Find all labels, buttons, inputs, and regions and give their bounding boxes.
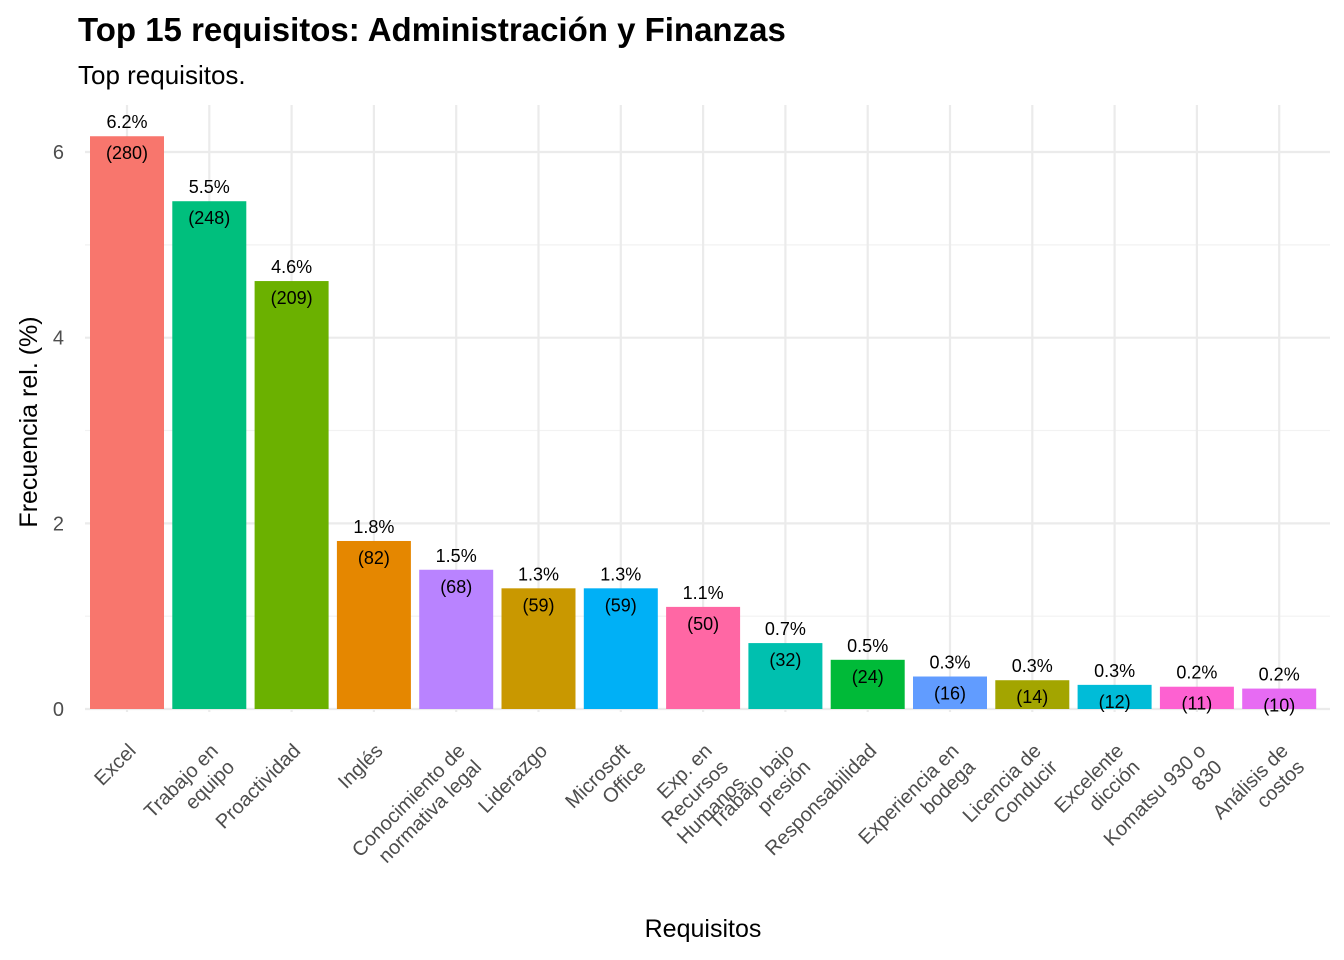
chart-title: Top 15 requisitos: Administración y Fina… bbox=[78, 11, 786, 48]
x-tick-text: Análisis decostos bbox=[1209, 740, 1309, 840]
bar-percent-label: 0.3% bbox=[1012, 656, 1053, 676]
bar-percent-label: 0.2% bbox=[1176, 663, 1217, 683]
x-tick-text: Licencia deConducir bbox=[959, 740, 1063, 844]
x-tick-text: Proactividad bbox=[212, 740, 305, 833]
bar-count-label: (209) bbox=[271, 288, 313, 308]
bar bbox=[1159, 686, 1234, 709]
x-tick-label: MicrosoftOffice bbox=[561, 740, 650, 829]
bar-percent-label: 5.5% bbox=[189, 177, 230, 197]
bar-count-label: (10) bbox=[1263, 696, 1295, 716]
x-axis-title: Requisitos bbox=[645, 915, 762, 943]
x-tick-text: Liderazgo bbox=[474, 740, 552, 818]
bar-count-label: (82) bbox=[358, 548, 390, 568]
x-tick-line: Proactividad bbox=[212, 740, 305, 833]
bar-percent-label: 1.3% bbox=[600, 564, 641, 584]
x-tick-label: Licencia deConducir bbox=[959, 740, 1063, 844]
bar-count-label: (12) bbox=[1099, 692, 1131, 712]
y-tick-label: 0 bbox=[53, 699, 64, 721]
y-tick-label: 6 bbox=[53, 142, 64, 164]
x-tick-label: Análisis decostos bbox=[1209, 740, 1309, 840]
bar bbox=[666, 606, 741, 709]
y-axis-ticks: 0 2 4 6 bbox=[53, 142, 64, 721]
bar bbox=[583, 588, 658, 709]
bar-percent-label: 0.3% bbox=[1094, 661, 1135, 681]
bar bbox=[501, 588, 576, 709]
bar bbox=[995, 680, 1070, 709]
x-tick-label: Proactividad bbox=[212, 740, 305, 833]
bar-count-label: (280) bbox=[106, 143, 148, 163]
bar-percent-label: 0.7% bbox=[765, 619, 806, 639]
bar-percent-label: 0.5% bbox=[847, 636, 888, 656]
x-tick-text: Inglés bbox=[334, 740, 387, 793]
bar bbox=[172, 201, 247, 709]
bar bbox=[90, 136, 164, 710]
bar-count-label: (50) bbox=[687, 614, 719, 634]
bar-count-label: (16) bbox=[934, 684, 966, 704]
chart-subtitle: Top requisitos. bbox=[78, 60, 246, 90]
x-tick-label: Liderazgo bbox=[474, 740, 552, 818]
x-tick-line: Excel bbox=[90, 740, 140, 790]
y-axis-title: Frecuencia rel. (%) bbox=[15, 316, 43, 527]
bar bbox=[830, 659, 905, 709]
bars bbox=[90, 136, 1317, 710]
bar-count-label: (68) bbox=[440, 577, 472, 597]
bar-count-label: (248) bbox=[188, 208, 230, 228]
x-tick-text: MicrosoftOffice bbox=[561, 740, 650, 829]
bar-percent-label: 0.2% bbox=[1259, 665, 1300, 685]
bar bbox=[254, 281, 329, 709]
x-tick-line: Liderazgo bbox=[474, 740, 552, 818]
bar-count-label: (59) bbox=[522, 595, 554, 615]
x-tick-line: Inglés bbox=[334, 740, 387, 793]
y-tick-label: 4 bbox=[53, 328, 64, 350]
bar-percent-label: 1.3% bbox=[518, 564, 559, 584]
bar-percent-label: 1.8% bbox=[353, 517, 394, 537]
bar bbox=[748, 643, 823, 709]
bar-percent-label: 0.3% bbox=[929, 653, 970, 673]
bar-labels: 6.2% (280) 5.5% (248) 4.6% (209) 1.8% (82) 1.5% (… bbox=[106, 112, 1300, 715]
bar-count-label: (14) bbox=[1016, 687, 1048, 707]
bar bbox=[419, 569, 494, 709]
x-tick-label: Inglés bbox=[334, 740, 387, 793]
bar-count-label: (11) bbox=[1182, 694, 1213, 714]
bar-percent-label: 4.6% bbox=[271, 257, 312, 277]
bar-percent-label: 1.5% bbox=[436, 546, 477, 566]
bar-count-label: (59) bbox=[605, 595, 637, 615]
bar-percent-label: 1.1% bbox=[683, 583, 724, 603]
bar bbox=[1242, 688, 1317, 709]
bar bbox=[913, 676, 987, 709]
bar-count-label: (32) bbox=[769, 650, 801, 670]
bar-count-label: (24) bbox=[852, 667, 884, 687]
bar bbox=[336, 540, 411, 709]
bar bbox=[1077, 684, 1152, 709]
x-tick-text: Excel bbox=[90, 740, 140, 790]
bar-percent-label: 6.2% bbox=[106, 112, 147, 132]
y-tick-label: 2 bbox=[53, 513, 64, 535]
x-tick-label: Excel bbox=[90, 740, 140, 790]
